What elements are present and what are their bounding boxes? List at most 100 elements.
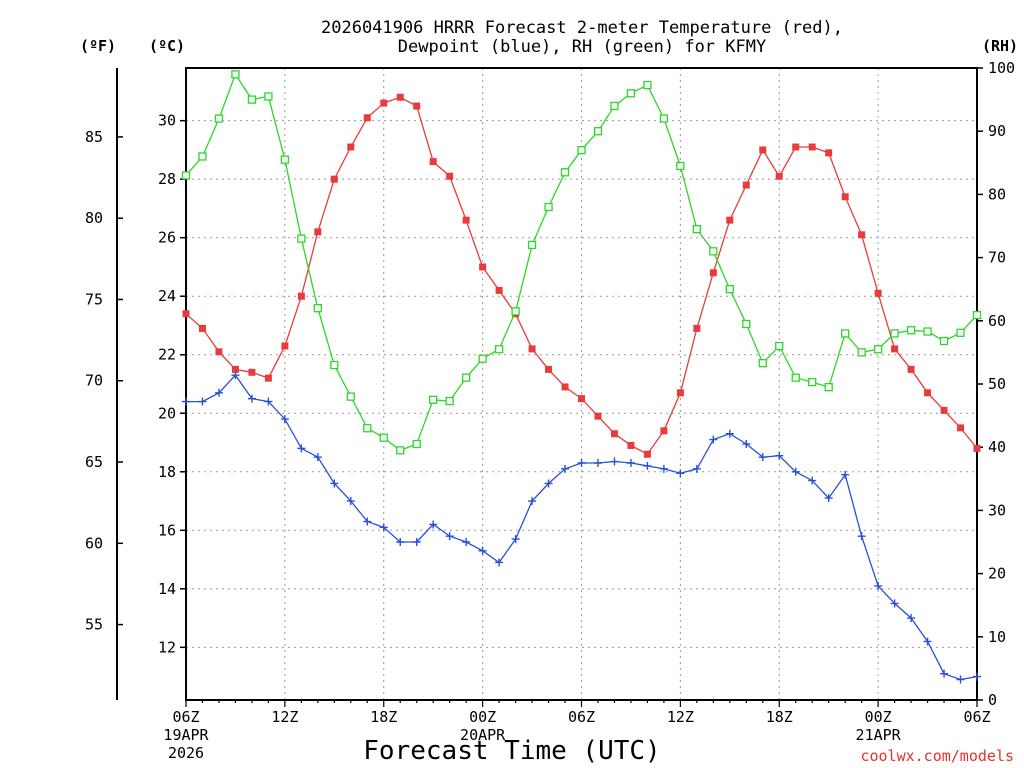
temperature-point [924, 389, 932, 397]
dewpoint-point [940, 669, 949, 678]
x-tick-label: 00Z [469, 708, 496, 726]
temperature-point [528, 345, 536, 353]
rh-point [478, 354, 487, 363]
dewpoint-point [907, 614, 916, 623]
rh-point [824, 383, 833, 392]
dewpoint-point [231, 371, 240, 380]
dewpoint-point [758, 453, 767, 462]
dewpoint-point [462, 538, 471, 546]
temperature-point [479, 263, 487, 271]
rh-point [890, 329, 899, 338]
dewpoint-point [182, 397, 190, 406]
rh-point [527, 240, 537, 250]
temperature-point [610, 430, 618, 438]
dewpoint-point [692, 464, 701, 473]
temperature-point [891, 345, 899, 353]
x-tick-year: 2026 [168, 744, 204, 762]
celsius-tick-label: 22 [158, 346, 176, 364]
series-2 [181, 70, 982, 455]
dewpoint-point [643, 461, 652, 470]
celsius-tick-label: 16 [158, 521, 176, 539]
series-layer [181, 70, 982, 684]
temperature-point [775, 172, 783, 180]
rh-point [412, 439, 421, 449]
temperature-point [808, 143, 816, 151]
temperature-point [726, 216, 734, 224]
dewpoint-point [313, 453, 322, 462]
x-axis-label: Forecast Time (UTC) [363, 736, 660, 766]
dewpoint-point [973, 672, 981, 681]
x-tick-label: 06Z [172, 708, 199, 726]
dewpoint-point [214, 388, 223, 397]
rh-point [857, 348, 866, 357]
temperature-point [363, 114, 371, 122]
temperature-point [264, 374, 272, 382]
rh-point [906, 326, 916, 335]
dewpoint-point [577, 459, 586, 467]
temperature-point [561, 383, 569, 391]
rh-point [808, 377, 817, 387]
rh-point [841, 329, 850, 338]
rh-point [626, 89, 636, 98]
temperature-point [347, 143, 355, 151]
rh-point [429, 395, 438, 404]
rh-point [346, 392, 355, 401]
dewpoint-point [363, 517, 372, 526]
rh-point [396, 446, 405, 455]
rh-ticks: 0 10 20 30 40 50 60 70 80 90 100 [977, 59, 1015, 709]
celsius-tick-label: 24 [158, 287, 176, 305]
series-1 [182, 371, 981, 684]
rh-point [956, 328, 965, 337]
temperature-point [825, 149, 833, 157]
rh-tick-label: 50 [988, 375, 1006, 393]
dewpoint-point [478, 546, 487, 555]
temperature-point [182, 310, 190, 318]
rh-point [725, 285, 734, 294]
rh-point [297, 234, 306, 243]
dewpoint-point [264, 397, 273, 406]
rh-tick-label: 0 [988, 691, 997, 709]
dewpoint-point [610, 457, 619, 466]
dewpoint-point [725, 429, 734, 438]
dewpoint-point [247, 394, 256, 403]
rh-point [610, 101, 619, 111]
rh-point [214, 114, 224, 123]
temperature-point [495, 286, 503, 294]
rh-tick-label: 90 [988, 122, 1006, 140]
dewpoint-point [561, 464, 570, 473]
dewpoint-point [198, 397, 207, 406]
temperature-point [297, 292, 305, 300]
temperature-point [429, 158, 437, 166]
rh-point [676, 161, 685, 171]
dewpoint-point [956, 675, 965, 684]
dewpoint-point [923, 637, 932, 646]
temperature-point [792, 143, 800, 151]
x-tick-date: 19APR [163, 726, 209, 744]
rh-tick-label: 30 [988, 501, 1006, 519]
rh-point [280, 155, 290, 164]
temperature-point [709, 269, 717, 277]
dewpoint-point [528, 497, 537, 506]
rh-point [659, 114, 669, 123]
fahrenheit-tick-label: 75 [85, 290, 103, 308]
rh-point [775, 341, 784, 351]
rh-point [544, 202, 553, 212]
celsius-tick-label: 20 [158, 404, 176, 422]
dewpoint-point [346, 497, 355, 506]
temperature-point [759, 146, 767, 154]
dewpoint-point [379, 523, 388, 532]
temperature-point [643, 450, 651, 458]
rh-point [692, 225, 702, 234]
fahrenheit-tick-label: 80 [85, 209, 103, 227]
temperature-point [396, 93, 404, 101]
dewpoint-point [297, 444, 306, 453]
dewpoint-point [824, 494, 833, 503]
temperature-point [940, 406, 948, 414]
rh-tick-label: 40 [988, 438, 1006, 456]
rh-point [330, 360, 339, 370]
x-tick-label: 00Z [865, 708, 892, 726]
rh-tick-label: 70 [988, 249, 1006, 267]
celsius-unit-label: (ºC) [149, 37, 185, 55]
temperature-point [380, 99, 388, 107]
